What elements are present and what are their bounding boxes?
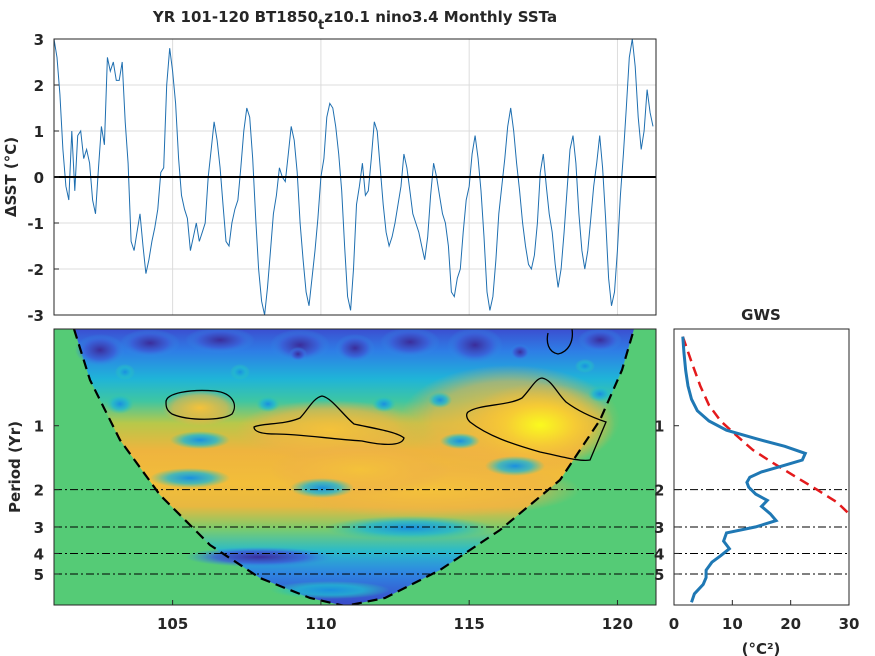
x-tick-label: 10 [722,615,743,633]
y-tick-label: 2 [34,482,44,500]
y-tick-label: 0 [34,169,44,187]
significance-contour [546,329,574,355]
gws-panel: GWS 0 10 20 30 1 2 3 4 5 (°C²) [654,306,859,656]
gws-x-ticks: 0 10 20 30 [669,600,860,633]
gws-y-ticks: 1 2 3 4 5 [654,418,679,584]
x-tick-label: 115 [454,615,485,633]
gws-reference-lines [674,489,849,575]
sst-series-line [54,39,654,315]
significance-contour [253,395,405,446]
time-series-y-axis-label: ΔSST (°C) [2,137,20,217]
y-tick-label: 2 [34,77,44,95]
x-tick-label: 105 [157,615,188,633]
y-tick-label: 1 [34,123,44,141]
y-tick-label: 4 [34,545,44,563]
wavelet-x-ticks: 105 110 115 120 [157,600,633,633]
x-tick-label: 30 [839,615,860,633]
x-tick-label: 120 [602,615,633,633]
wavelet-y-axis-label: Period (Yr) [6,421,24,513]
y-tick-label: 5 [654,566,664,584]
wavelet-y-ticks: 1 2 3 4 5 [34,418,59,584]
y-tick-label: -2 [27,261,44,279]
y-tick-label: -1 [27,215,44,233]
gws-significance-line [681,336,849,515]
gws-axes-box [673,328,850,606]
wavelet-power-features [75,329,622,599]
gws-power-line [681,336,808,603]
gws-plot-area [674,329,849,605]
significance-contour [165,389,236,420]
y-tick-label: 3 [34,519,44,537]
x-tick-label: 20 [780,615,801,633]
y-tick-label: 5 [34,566,44,584]
wavelet-panel: 1 2 3 4 5 105 110 115 120 Period (Yr) [6,328,657,633]
x-tick-label: 0 [669,615,679,633]
x-tick-label: 110 [305,615,336,633]
gws-x-axis-label: (°C²) [742,640,781,656]
significance-contour [466,377,607,462]
y-tick-label: 3 [654,519,664,537]
wavelet-axes-box [53,328,657,606]
y-tick-label: -3 [27,307,44,325]
reference-period-lines [54,489,656,575]
time-series-y-ticks: -3 -2 -1 0 1 2 3 [27,31,59,325]
cone-of-influence-line [72,329,636,605]
time-series-panel: -3 -2 -1 0 1 2 3 ΔSST (°C) [2,31,657,325]
y-tick-label: 4 [654,545,664,563]
figure-title: YR 101-120 BT1850tz10.1 nino3.4 Monthly … [152,8,557,33]
y-tick-label: 1 [654,418,664,436]
y-tick-label: 2 [654,482,664,500]
y-tick-label: 3 [34,31,44,49]
y-tick-label: 1 [34,418,44,436]
gws-title: GWS [741,306,781,324]
